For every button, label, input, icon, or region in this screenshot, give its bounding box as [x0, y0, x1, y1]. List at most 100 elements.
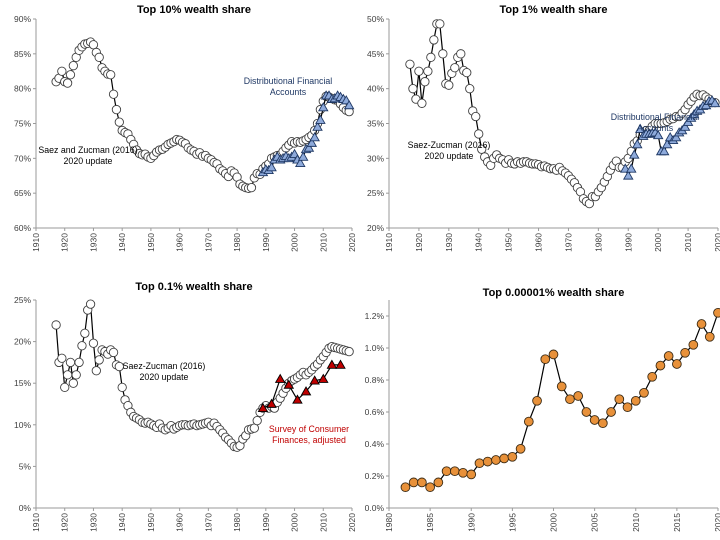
data-point-triangle: [628, 149, 640, 159]
x-tick-label: 2000: [290, 513, 300, 532]
data-point-triangle: [335, 359, 346, 369]
chart-annotation: Saez-Zucman (2016) 2020 update: [123, 361, 206, 382]
chart-annotation: Distributional Financial Accounts: [244, 76, 333, 97]
annotation-line: Saez and Zucman (2016): [38, 145, 137, 155]
data-point-circle: [429, 35, 439, 45]
data-point-circle: [420, 77, 430, 87]
series-line: [405, 312, 719, 488]
data-point-circle: [573, 391, 584, 401]
x-tick-label: 1910: [31, 513, 41, 532]
y-tick-label: 80%: [14, 84, 31, 94]
data-point-triangle: [295, 157, 306, 168]
x-tick-label: 2000: [290, 233, 300, 252]
x-tick-label: 1970: [203, 233, 213, 252]
data-point-circle: [456, 49, 466, 59]
data-point-circle: [499, 453, 510, 464]
chart-annotation: Distributional Financial Accounts: [611, 112, 700, 133]
data-point-circle: [80, 328, 90, 338]
x-tick-label: 1980: [232, 233, 242, 252]
data-point-circle: [91, 366, 101, 376]
data-point-triangle: [315, 114, 326, 124]
x-tick-label: 1920: [414, 233, 424, 252]
y-tick-label: 50%: [367, 14, 384, 24]
x-tick-label: 2015: [672, 513, 682, 532]
data-point-triangle: [303, 142, 315, 152]
x-tick-label: 1995: [507, 513, 517, 532]
y-tick-label: 0.8%: [365, 375, 385, 385]
data-point-circle: [51, 320, 61, 330]
x-tick-label: 1910: [31, 233, 41, 252]
data-point-circle: [114, 361, 124, 372]
x-tick-label: 2020: [713, 233, 720, 252]
data-point-triangle: [283, 379, 295, 389]
x-tick-label: 1985: [425, 513, 435, 532]
data-point-circle: [433, 477, 444, 488]
data-point-triangle: [317, 102, 329, 112]
y-tick-label: 85%: [14, 49, 31, 59]
data-point-circle: [630, 395, 641, 406]
data-point-circle: [344, 346, 354, 357]
data-point-circle: [515, 443, 526, 454]
data-point-circle: [417, 477, 427, 488]
x-tick-label: 1990: [261, 513, 271, 532]
data-point-circle: [540, 354, 551, 365]
data-point-circle: [647, 371, 658, 382]
data-point-circle: [589, 415, 600, 425]
data-point-circle: [482, 456, 493, 467]
annotation-line: Accounts: [270, 87, 307, 97]
data-point-circle: [88, 338, 99, 348]
data-point-circle: [425, 482, 435, 493]
chart-title: Top 0.00001% wealth share: [483, 287, 625, 299]
x-tick-label: 2010: [683, 233, 693, 252]
data-point-circle: [507, 451, 518, 462]
data-point-circle: [94, 52, 104, 62]
data-point-triangle: [257, 402, 269, 412]
data-point-circle: [672, 359, 682, 369]
x-tick-label: 1930: [444, 233, 454, 252]
chart-annotation: Saez-Zucman (2016) 2020 update: [408, 140, 491, 161]
chart-title: Top 0.1% wealth share: [135, 281, 252, 293]
annotation-line: 2020 update: [140, 372, 189, 382]
data-point-triangle: [297, 151, 309, 161]
data-point-circle: [655, 360, 666, 371]
y-tick-label: 90%: [14, 14, 31, 24]
annotation-line: Saez-Zucman (2016): [408, 140, 491, 150]
data-point-circle: [57, 353, 67, 363]
x-tick-label: 2020: [347, 233, 357, 252]
data-point-circle: [471, 111, 481, 122]
x-tick-label: 2000: [549, 513, 559, 532]
x-tick-label: 1930: [88, 513, 98, 532]
y-tick-label: 25%: [367, 188, 384, 198]
chart-panel-4: Top 0.00001% wealth share 0.0% 0.2% 0.4% 0.6…: [365, 287, 720, 532]
data-point-circle: [680, 347, 690, 358]
data-point-triangle: [309, 375, 320, 385]
x-tick-label: 1980: [232, 513, 242, 532]
y-tick-label: 45%: [367, 49, 384, 59]
data-point-circle: [444, 80, 454, 90]
x-tick-label: 1970: [563, 233, 573, 252]
data-point-circle: [523, 416, 534, 427]
data-point-circle: [458, 467, 468, 478]
data-point-circle: [111, 104, 122, 115]
data-point-circle: [614, 394, 625, 405]
x-tick-label: 2010: [318, 513, 328, 532]
y-tick-label: 0%: [19, 503, 32, 513]
data-point-triangle: [300, 386, 312, 396]
x-tick-label: 1940: [117, 233, 127, 252]
data-point-circle: [696, 319, 707, 329]
data-point-circle: [450, 63, 460, 73]
y-tick-label: 0.4%: [365, 439, 385, 449]
y-tick-label: 0.2%: [365, 471, 385, 481]
x-tick-label: 1950: [504, 233, 514, 252]
data-point-circle: [77, 341, 87, 351]
y-tick-label: 70%: [14, 153, 31, 163]
data-point-triangle: [709, 97, 720, 108]
y-tick-label: 40%: [367, 84, 384, 94]
data-point-circle: [117, 382, 127, 393]
annotation-line: Distributional Financial: [611, 112, 700, 122]
chart-title: Top 1% wealth share: [500, 4, 608, 16]
x-tick-label: 1950: [146, 513, 156, 532]
y-tick-label: 75%: [14, 119, 31, 129]
x-tick-label: 1910: [384, 233, 394, 252]
